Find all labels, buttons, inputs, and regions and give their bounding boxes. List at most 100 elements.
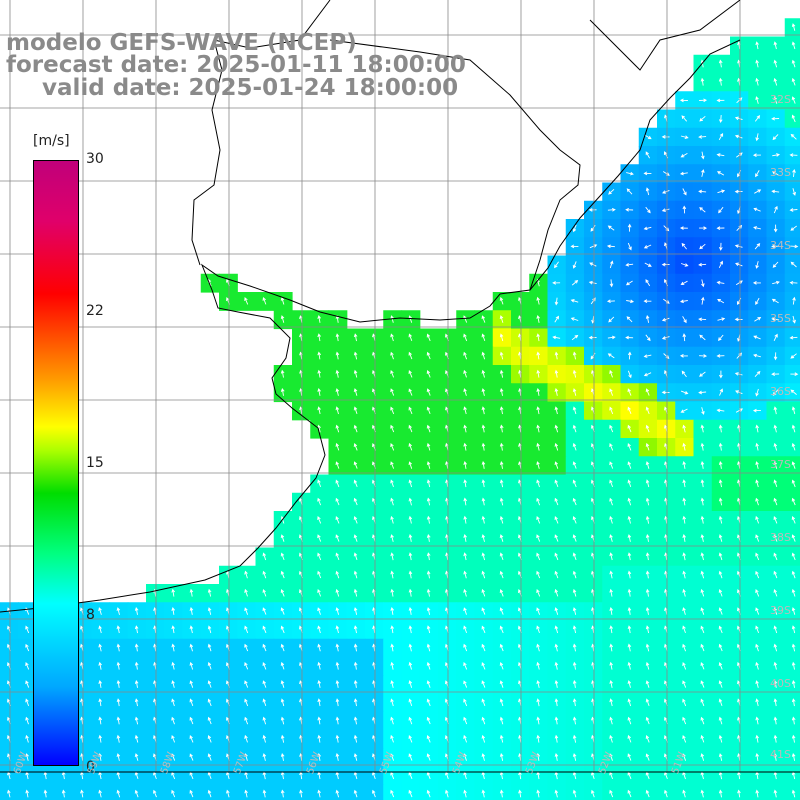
wind-arrow — [791, 424, 796, 433]
wind-arrow — [207, 680, 212, 688]
wind-arrow — [536, 424, 540, 433]
wind-speed-cell — [784, 602, 800, 622]
wind-arrow — [771, 170, 779, 176]
wind-arrow — [408, 388, 413, 396]
wind-arrow — [755, 261, 759, 269]
wind-arrow — [608, 188, 615, 195]
wind-arrow — [335, 442, 340, 451]
wind-arrow — [645, 314, 650, 323]
wind-arrow — [718, 115, 723, 124]
wind-arrow — [645, 716, 650, 725]
wind-arrow — [116, 625, 121, 634]
wind-arrow — [116, 643, 121, 652]
wind-speed-cell — [255, 784, 275, 800]
wind-arrow — [554, 406, 559, 415]
wind-arrow — [773, 607, 778, 615]
wind-arrow — [790, 261, 797, 268]
wind-arrow — [699, 354, 708, 358]
wind-arrow — [718, 77, 723, 86]
wind-arrow — [718, 789, 723, 798]
wind-arrow — [645, 151, 650, 159]
wind-arrow — [280, 698, 285, 707]
wind-arrow — [98, 752, 102, 761]
wind-arrow — [317, 497, 322, 506]
wind-arrow — [700, 515, 705, 524]
wind-arrow — [353, 516, 358, 524]
wind-arrow — [390, 461, 395, 469]
wind-arrow — [645, 279, 651, 287]
wind-arrow — [791, 552, 796, 561]
wind-arrow — [463, 698, 468, 707]
wind-arrow — [682, 552, 686, 561]
wind-arrow — [700, 570, 705, 579]
wind-arrow — [463, 479, 468, 488]
wind-arrow — [244, 734, 248, 743]
wind-arrow — [682, 333, 687, 342]
wind-arrow — [536, 698, 540, 707]
wind-arrow — [536, 552, 541, 561]
wind-arrow — [791, 588, 796, 597]
wind-arrow — [609, 479, 614, 488]
wind-arrow — [791, 442, 796, 451]
wind-arrow — [390, 680, 394, 688]
wind-arrow — [408, 661, 413, 670]
wind-arrow — [280, 625, 285, 634]
wind-arrow — [773, 534, 778, 542]
wind-arrow — [572, 716, 577, 725]
wind-arrow — [481, 497, 486, 506]
wind-arrow — [98, 661, 102, 670]
wind-arrow — [627, 424, 632, 433]
wind-arrow — [280, 534, 285, 542]
wind-arrow — [554, 516, 559, 524]
wind-arrow — [682, 442, 686, 451]
wind-arrow — [627, 443, 632, 451]
wind-arrow — [552, 335, 561, 340]
wind-arrow — [753, 353, 761, 358]
wind-arrow — [244, 297, 249, 305]
wind-arrow — [207, 753, 212, 761]
wind-arrow — [499, 351, 504, 360]
lat-label: 38S — [770, 531, 791, 544]
wind-arrow — [499, 662, 504, 670]
wind-arrow — [408, 570, 413, 579]
colorbar-tick-15: 15 — [86, 455, 104, 471]
wind-arrow — [499, 497, 504, 506]
wind-arrow — [682, 424, 686, 433]
wind-arrow — [627, 698, 632, 707]
wind-arrow — [262, 662, 267, 670]
wind-arrow — [627, 515, 632, 524]
wind-arrow — [607, 225, 615, 231]
wind-arrow — [335, 369, 340, 378]
wind-arrow — [773, 789, 778, 798]
wind-arrow — [627, 552, 632, 561]
wind-arrow — [353, 789, 358, 798]
wind-arrow — [718, 206, 724, 214]
wind-arrow — [408, 716, 413, 725]
colorbar-tick-22: 22 — [86, 303, 104, 319]
wind-speed-cell — [784, 638, 800, 658]
wind-arrow — [353, 351, 358, 360]
wind-arrow — [755, 515, 760, 524]
wind-arrow — [626, 316, 633, 323]
wind-arrow — [463, 753, 467, 761]
wind-arrow — [609, 515, 613, 524]
wind-arrow — [317, 625, 321, 634]
wind-arrow — [244, 570, 248, 579]
wind-arrow — [25, 662, 30, 670]
wind-arrow — [463, 442, 467, 451]
lat-label: 33S — [770, 166, 791, 179]
wind-arrow — [171, 643, 175, 652]
wind-arrow — [755, 534, 760, 542]
wind-arrow — [280, 661, 285, 670]
wind-arrow — [280, 752, 285, 761]
wind-arrow — [699, 98, 708, 103]
wind-arrow — [645, 661, 650, 670]
wind-arrow — [627, 606, 632, 615]
wind-arrow — [280, 589, 285, 597]
wind-arrow — [570, 299, 579, 303]
wind-arrow — [481, 716, 486, 725]
wind-arrow — [682, 497, 687, 506]
wind-arrow — [280, 296, 285, 305]
lat-label: 40S — [770, 677, 791, 690]
